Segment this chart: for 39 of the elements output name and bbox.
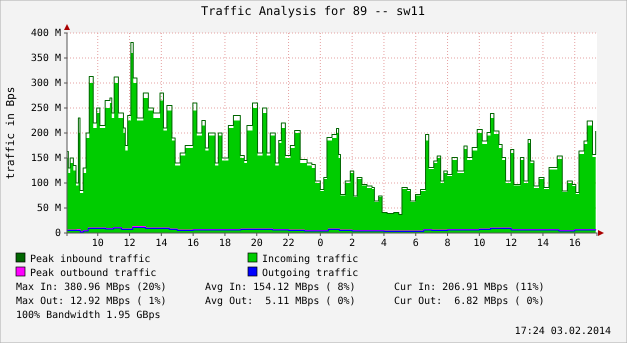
x-tick-label: 10 xyxy=(92,238,104,250)
x-tick-label: 16 xyxy=(187,238,200,250)
x-tick-label: 12 xyxy=(124,238,136,250)
legend-label: Peak outbound traffic xyxy=(30,268,156,279)
legend-label: Incoming traffic xyxy=(262,254,358,265)
x-tick-label: 10 xyxy=(473,238,486,250)
legend-label: Outgoing traffic xyxy=(262,268,358,279)
x-tick-label: 12 xyxy=(505,238,518,250)
y-tick-label: 200 M xyxy=(30,128,61,140)
text: Max Out: 12.92 MBps ( 1%) xyxy=(16,296,167,307)
x-tick-label: 18 xyxy=(218,238,231,250)
text: 100% Bandwidth 1.95 GBps xyxy=(16,310,160,321)
x-tick-label: 4 xyxy=(380,238,387,250)
y-tick-label: 100 M xyxy=(30,178,61,190)
x-tick-label: 6 xyxy=(412,238,419,250)
x-tick-label: 14 xyxy=(536,238,549,250)
y-tick-label: 150 M xyxy=(30,153,61,164)
y-tick-label: 300 M xyxy=(30,78,61,90)
y-tick-label: 0 xyxy=(54,228,61,240)
y-tick-label: 400 M xyxy=(30,28,61,40)
y-axis-title: traffic in Bps xyxy=(4,86,17,180)
x-tick-label: 22 xyxy=(282,238,295,250)
x-tick-label: 0 xyxy=(317,238,324,250)
x-tick-label: 14 xyxy=(155,238,168,250)
text: Avg Out: 5.11 MBps ( 0%) xyxy=(205,296,356,307)
x-tick-label: 2 xyxy=(349,238,356,250)
text: 17:24 03.02.2014 xyxy=(514,326,611,337)
chart-title: Traffic Analysis for 89 -- sw11 xyxy=(201,4,425,18)
y-tick-label: 250 M xyxy=(30,103,61,114)
y-tick-label: 50 M xyxy=(36,203,61,214)
x-tick-label: 16 xyxy=(568,238,581,250)
x-tick-label: 20 xyxy=(250,238,263,250)
y-tick-label: 350 M xyxy=(30,53,61,64)
text: Cur Out: 6.82 MBps ( 0%) xyxy=(394,296,545,307)
text: Avg In: 154.12 MBps ( 8%) xyxy=(205,282,356,293)
x-tick-label: 8 xyxy=(444,238,451,250)
text: Cur In: 206.91 MBps (11%) xyxy=(394,282,545,293)
text: Max In: 380.96 MBps (20%) xyxy=(16,282,167,293)
legend-label: Peak inbound traffic xyxy=(30,254,150,265)
